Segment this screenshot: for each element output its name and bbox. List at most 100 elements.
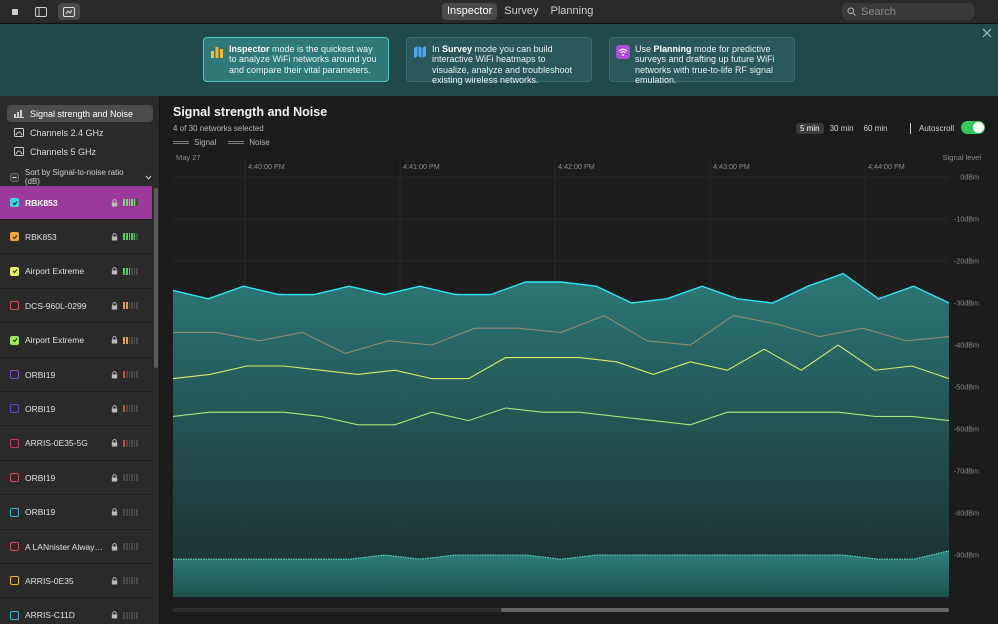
chevron-down-icon — [145, 175, 152, 180]
sidebar-scrollbar[interactable] — [153, 186, 159, 624]
scrollbar-thumb[interactable] — [154, 188, 158, 368]
tab-planning[interactable]: Planning — [550, 5, 594, 17]
signal-chart[interactable]: 0dBm -10dBm -20dBm -30dBm -40dBm -50dBm -60dBm… — [161, 160, 998, 600]
inspector-panel-button[interactable] — [58, 3, 80, 20]
series-line — [173, 550, 950, 560]
sidebar-item-signal-noise[interactable]: Signal strength and Noise — [7, 105, 153, 122]
tab-survey[interactable]: Survey — [504, 5, 539, 17]
mode-switcher: Inspector Survey Planning — [442, 3, 598, 20]
sort-label: Sort by Signal-to-noise ratio (dB) — [24, 168, 124, 186]
card-prefix: In — [432, 44, 443, 54]
signal-bar — [133, 543, 136, 550]
network-checkbox[interactable] — [10, 610, 19, 620]
signal-bar — [131, 405, 133, 413]
network-row[interactable]: RBK853 — [0, 220, 152, 255]
signal-bar — [136, 508, 138, 516]
network-row[interactable]: ORBI19 — [0, 461, 152, 496]
inspector-info-card[interactable]: Inspector mode is the quickest way to an… — [203, 37, 389, 82]
sort-dropdown[interactable]: Sort by Signal-to-noise ratio (dB) — [10, 168, 152, 186]
survey-info-card[interactable]: In Survey mode you can build interactive… — [406, 37, 592, 86]
sidebar-item-channels-24[interactable]: Channels 2.4 GHz — [7, 124, 153, 141]
network-checkbox[interactable] — [10, 576, 19, 586]
network-checkbox[interactable] — [10, 335, 19, 345]
network-checkbox[interactable] — [10, 438, 19, 448]
y-tick-label: -60dBm — [954, 425, 979, 434]
sidebar-item-channels-5[interactable]: Channels 5 GHz — [7, 143, 153, 160]
signal-bar — [131, 233, 133, 241]
card-bold: Survey — [442, 44, 473, 54]
signal-bars — [123, 336, 138, 344]
sidebar-toggle-button[interactable] — [32, 3, 50, 20]
y-tick-label: 0dBm — [960, 173, 979, 182]
x-tick-label: 4:43:00 PM — [713, 162, 750, 171]
tab-inspector[interactable]: Inspector — [442, 3, 498, 20]
signal-bar — [133, 405, 136, 413]
range-5-min[interactable]: 5 min — [796, 123, 824, 134]
planning-info-card[interactable]: Use Planning mode for predictive surveys… — [609, 37, 795, 85]
signal-bar — [133, 371, 136, 378]
signal-bar — [133, 508, 136, 516]
network-name: DCS-960L-0299 — [25, 300, 87, 311]
card-text: mode you can build interactive WiFi heat… — [432, 44, 573, 86]
network-row[interactable]: ARRIS-0E35 — [0, 564, 152, 599]
network-row[interactable]: A LANnister Always... — [0, 530, 152, 564]
legend-swatch — [228, 141, 245, 145]
network-row[interactable]: ARRIS-C11D — [0, 599, 152, 624]
sidebar-item-label: Channels 2.4 GHz — [30, 127, 104, 138]
signal-bar — [133, 199, 136, 206]
sidebar-icon — [35, 6, 47, 17]
network-row[interactable]: ORBI19 — [0, 358, 152, 392]
network-checkbox[interactable] — [10, 507, 19, 517]
range-60-min[interactable]: 60 min — [863, 124, 888, 133]
network-checkbox[interactable] — [10, 370, 19, 379]
signal-bars — [123, 199, 138, 206]
check-icon — [12, 235, 17, 240]
chart-scrollbar[interactable] — [173, 608, 949, 612]
signal-bar — [128, 302, 131, 310]
card-bold: Planning — [653, 44, 692, 54]
signal-bar — [128, 267, 131, 275]
network-checkbox[interactable] — [10, 404, 19, 414]
network-checkbox[interactable] — [10, 542, 19, 551]
close-icon[interactable] — [981, 27, 993, 39]
signal-bar — [131, 199, 133, 206]
lock-icon — [112, 405, 118, 413]
range-30-min[interactable]: 30 min — [829, 124, 854, 133]
signal-bar — [123, 611, 126, 619]
autoscroll-toggle[interactable] — [961, 121, 985, 134]
stop-button[interactable] — [6, 3, 23, 20]
x-tick-label: 4:42:00 PM — [558, 162, 595, 171]
network-checkbox[interactable] — [10, 232, 19, 242]
network-row[interactable]: Airport Extreme — [0, 324, 152, 358]
network-checkbox[interactable] — [10, 266, 19, 276]
signal-bar — [136, 543, 138, 550]
network-name: ARRIS-0E35 — [25, 575, 74, 586]
network-row[interactable]: ARRIS-0E35-5G — [0, 427, 152, 461]
signal-bar — [133, 302, 136, 310]
scrollbar-thumb[interactable] — [501, 608, 949, 612]
network-checkbox[interactable] — [10, 301, 19, 311]
signal-bar — [126, 577, 128, 585]
lock-icon — [112, 439, 118, 447]
network-row[interactable]: ORBI19 — [0, 496, 152, 530]
toggle-all-icon[interactable] — [10, 172, 19, 182]
network-row[interactable]: ORBI19 — [0, 392, 152, 427]
x-tick-label: 4:41:00 PM — [403, 162, 440, 171]
signal-bar — [136, 336, 138, 344]
network-checkbox[interactable] — [10, 198, 19, 207]
signal-bar — [131, 371, 133, 378]
signal-bar — [123, 302, 126, 310]
network-row[interactable]: RBK853 — [0, 186, 152, 220]
signal-bar — [131, 336, 133, 344]
network-name: RBK853 — [25, 231, 57, 242]
search-input[interactable] — [861, 5, 961, 18]
y-tick-label: -30dBm — [954, 299, 979, 308]
network-row[interactable]: DCS-960L-0299 — [0, 289, 152, 324]
mode-info-banner: Inspector mode is the quickest way to an… — [0, 24, 998, 96]
network-row[interactable]: Airport Extreme — [0, 255, 152, 289]
network-checkbox[interactable] — [10, 473, 19, 483]
toolbar: Inspector Survey Planning — [0, 0, 998, 24]
signal-bar — [126, 474, 128, 482]
lock-icon — [112, 233, 118, 241]
signal-bars — [123, 577, 138, 585]
